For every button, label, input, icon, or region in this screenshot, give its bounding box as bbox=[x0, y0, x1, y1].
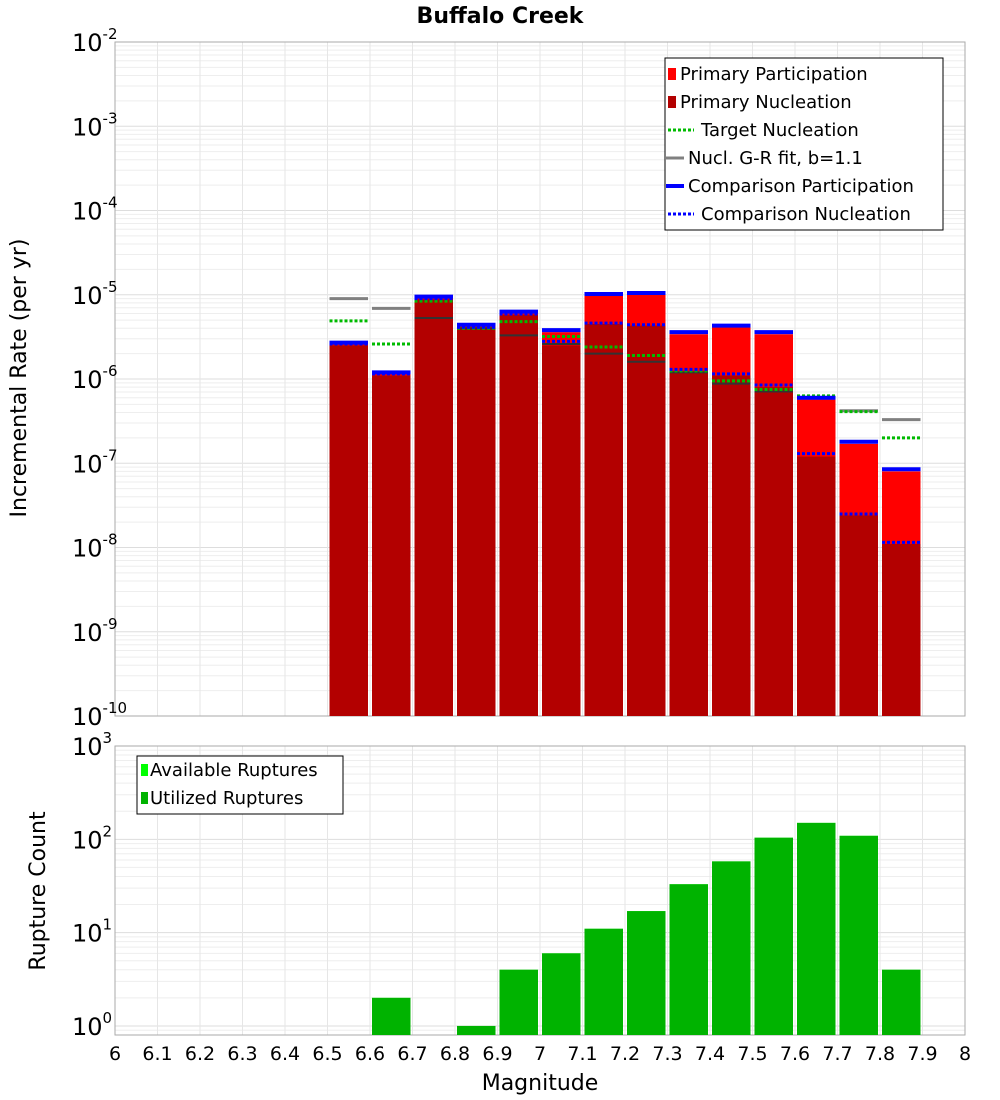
utilized-ruptures-bar bbox=[797, 822, 836, 1035]
nucleation-bar bbox=[712, 375, 751, 716]
x-tick-label: 7.2 bbox=[610, 1043, 640, 1065]
top-y-tick-label: 10-7 bbox=[72, 446, 118, 478]
nucleation-bar bbox=[882, 544, 921, 716]
top-plot-frame bbox=[114, 41, 966, 717]
bottom-legend: Available Ruptures Utilized Ruptures bbox=[136, 755, 344, 815]
x-tick-label: 7.8 bbox=[865, 1043, 895, 1065]
bottom-y-tick-label: 100 bbox=[72, 1009, 112, 1041]
nucleation-bar bbox=[542, 345, 581, 716]
nucleation-bar bbox=[754, 387, 793, 716]
nucleation-bar bbox=[457, 328, 496, 716]
utilized-ruptures-bar bbox=[542, 953, 581, 1035]
x-tick-label: 7 bbox=[534, 1043, 546, 1065]
top-y-tick-label: 10-10 bbox=[72, 699, 127, 731]
bottom-y-tick-label: 103 bbox=[72, 729, 112, 761]
x-tick-label: 6.7 bbox=[397, 1043, 427, 1065]
x-tick-label: 7.5 bbox=[737, 1043, 767, 1065]
utilized-ruptures-bar bbox=[499, 969, 538, 1035]
x-tick-label: 7.9 bbox=[907, 1043, 937, 1065]
legend-label: Target Nucleation bbox=[700, 120, 859, 141]
legend-label: Comparison Nucleation bbox=[701, 204, 911, 225]
count-chart: 100 101 102 103 Available Ruptures Utilized R… bbox=[72, 729, 971, 1065]
top-y-tick-label: 10-4 bbox=[72, 194, 118, 226]
utilized-ruptures-bar bbox=[584, 928, 623, 1035]
x-tick-label: 6 bbox=[109, 1043, 121, 1065]
top-y-tick-label: 10-3 bbox=[72, 109, 118, 141]
utilized-ruptures-bar bbox=[882, 969, 921, 1035]
x-tick-label: 7.6 bbox=[780, 1043, 810, 1065]
nucleation-bar bbox=[627, 325, 666, 716]
bottom-y-tick-label: 102 bbox=[72, 822, 112, 854]
nucleation-bar bbox=[414, 299, 453, 716]
x-tick-label: 8 bbox=[959, 1043, 971, 1065]
utilized-ruptures-bar bbox=[372, 997, 411, 1035]
nucleation-bar bbox=[372, 375, 411, 716]
x-tick-label: 6.3 bbox=[227, 1043, 257, 1065]
utilized-ruptures-bar bbox=[627, 911, 666, 1035]
x-tick-label: 7.1 bbox=[567, 1043, 597, 1065]
x-tick-label: 7.7 bbox=[822, 1043, 852, 1065]
legend-swatch bbox=[668, 68, 676, 80]
top-legend: Primary Participation Primary Nucleation T… bbox=[664, 57, 944, 231]
utilized-ruptures-bar bbox=[839, 835, 878, 1035]
top-y-axis-label: Incremental Rate (per yr) bbox=[7, 239, 32, 518]
x-tick-label: 6.1 bbox=[142, 1043, 172, 1065]
nucleation-bar bbox=[797, 456, 836, 716]
nucleation-bar bbox=[584, 323, 623, 716]
nucleation-bar bbox=[329, 345, 368, 716]
bottom-y-tick-label: 101 bbox=[72, 916, 112, 948]
top-y-tick-label: 10-2 bbox=[72, 25, 118, 57]
chart-title: Buffalo Creek bbox=[417, 4, 585, 29]
top-legend-box bbox=[664, 57, 944, 231]
x-tick-label: 6.9 bbox=[482, 1043, 512, 1065]
top-y-tick-label: 10-6 bbox=[72, 362, 118, 394]
x-tick-label: 6.8 bbox=[440, 1043, 470, 1065]
top-y-tick-label: 10-8 bbox=[72, 531, 118, 563]
x-tick-label: 6.5 bbox=[312, 1043, 342, 1065]
utilized-ruptures-bar bbox=[754, 837, 793, 1035]
nucleation-bar bbox=[669, 372, 708, 716]
nucleation-bar bbox=[839, 515, 878, 716]
utilized-ruptures-bar bbox=[669, 884, 708, 1035]
bottom-legend-box bbox=[136, 755, 344, 815]
legend-swatch bbox=[668, 96, 676, 108]
bottom-plot-frame bbox=[114, 745, 966, 1036]
rate-chart: 10-10 10-9 10-8 10-7 10-6 10-5 10-4 10-3 10-2 Pri… bbox=[72, 25, 966, 731]
x-tick-label: 7.3 bbox=[652, 1043, 682, 1065]
legend-label: Comparison Participation bbox=[688, 176, 914, 197]
utilized-ruptures-bar bbox=[457, 1025, 496, 1035]
legend-swatch bbox=[141, 764, 148, 776]
top-y-tick-label: 10-9 bbox=[72, 615, 118, 647]
x-axis-label: Magnitude bbox=[482, 1071, 599, 1096]
legend-swatch bbox=[141, 792, 148, 804]
x-tick-label: 6.6 bbox=[355, 1043, 385, 1065]
legend-label: Primary Nucleation bbox=[680, 92, 852, 113]
legend-label: Primary Participation bbox=[680, 64, 868, 85]
legend-label: Utilized Ruptures bbox=[150, 788, 303, 809]
nucleation-bar bbox=[499, 314, 538, 716]
top-y-tick-label: 10-5 bbox=[72, 278, 118, 310]
x-tick-label: 6.2 bbox=[185, 1043, 215, 1065]
x-tick-label: 6.4 bbox=[270, 1043, 300, 1065]
x-tick-label: 7.4 bbox=[695, 1043, 725, 1065]
utilized-ruptures-bar bbox=[712, 861, 751, 1035]
bottom-y-axis-label: Rupture Count bbox=[26, 811, 51, 971]
legend-label: Nucl. G-R fit, b=1.1 bbox=[688, 148, 863, 169]
legend-label: Available Ruptures bbox=[150, 760, 318, 781]
